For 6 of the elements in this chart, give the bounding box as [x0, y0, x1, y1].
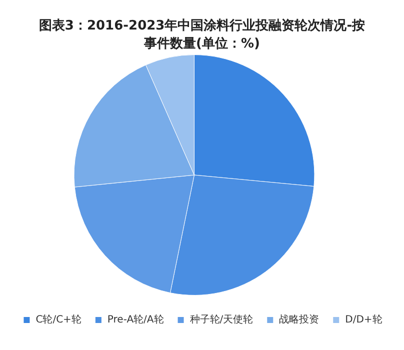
legend-label: 战略投资 — [279, 314, 320, 326]
chart-title: 图表3：2016-2023年中国涂料行业投融资轮次情况-按事件数量(单位：%) — [38, 18, 366, 52]
legend-label: 种子轮/天使轮 — [190, 314, 254, 326]
legend-label: C轮/C+轮 — [36, 314, 82, 326]
legend-label: D/D+轮 — [345, 314, 382, 326]
legend-label: Pre-A轮/A轮 — [107, 314, 164, 326]
